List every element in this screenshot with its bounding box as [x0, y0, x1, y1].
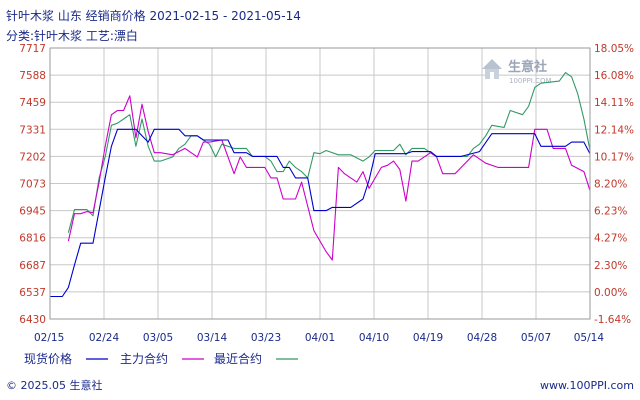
y-left-tick: 6687	[19, 260, 46, 272]
x-tick: 04/28	[467, 332, 497, 344]
watermark: 生意社 100PPI.COM	[482, 59, 552, 85]
x-tick: 03/23	[251, 332, 281, 344]
y-left-tick: 7073	[19, 179, 46, 191]
chart-title: 针叶木浆 山东 经销商价格 2021-02-15 - 2021-05-14	[6, 8, 301, 23]
x-tick: 05/14	[574, 332, 605, 344]
series-line-spot	[50, 128, 591, 298]
y-left-tick: 6537	[19, 287, 46, 299]
y-right-tick: 0.00%	[594, 287, 627, 299]
watermark-url: 100PPI.COM	[509, 77, 552, 85]
legend-label-main: 主力合约	[120, 351, 168, 366]
watermark-name: 生意社	[508, 59, 547, 75]
y-right-tick: 4.27%	[594, 233, 627, 245]
plot-frame	[49, 47, 591, 320]
x-tick: 02/15	[34, 332, 64, 344]
y-left-tick: 7588	[19, 70, 46, 82]
footer-url[interactable]: www.100PPI.com	[540, 379, 634, 392]
y-right-tick: 2.30%	[594, 260, 627, 272]
series-layer	[50, 72, 591, 298]
x-tick: 04/19	[413, 332, 443, 344]
footer-copyright: © 2025.05 生意社	[6, 378, 102, 392]
y-right-tick: 14.11%	[594, 97, 634, 109]
x-tick: 04/10	[359, 332, 389, 344]
watermark-logo-icon	[482, 59, 502, 79]
y-left-tick: 6816	[19, 233, 46, 245]
chart-subtitle: 分类:针叶木浆 工艺:漂白	[6, 28, 138, 43]
y-left-tick: 7459	[19, 97, 46, 109]
y-right-tick: 18.05%	[594, 43, 634, 55]
y-right-tick: 10.17%	[594, 151, 634, 163]
y-right-tick: 16.08%	[594, 70, 634, 82]
y-right-tick: 6.23%	[594, 206, 627, 218]
y-axis-right: 18.05% 16.08% 14.11% 12.14% 10.17% 8.20% 6.23%…	[594, 43, 634, 326]
legend: 现货价格 主力合约 最近合约	[24, 351, 298, 366]
y-right-tick: 12.14%	[594, 124, 634, 136]
y-right-tick: 8.20%	[594, 179, 627, 191]
y-left-tick: 7202	[19, 151, 46, 163]
y-left-tick: 7331	[19, 124, 46, 136]
x-tick: 05/07	[521, 332, 551, 344]
x-tick: 02/24	[89, 332, 120, 344]
legend-label-spot: 现货价格	[24, 351, 72, 366]
x-tick: 04/01	[305, 332, 335, 344]
x-tick: 03/14	[197, 332, 228, 344]
x-tick: 03/05	[143, 332, 173, 344]
x-axis: 02/15 02/24 03/05 03/14 03/23 04/01 04/10 04/19…	[34, 332, 604, 344]
y-left-tick: 7717	[19, 43, 46, 55]
series-line-main	[67, 95, 591, 261]
y-axis-left: 7717 7588 7459 7331 7202 7073 6945 6816 6687 6537…	[19, 43, 46, 326]
legend-label-near: 最近合约	[214, 351, 262, 366]
y-left-tick: 6430	[19, 314, 46, 326]
y-right-tick: -1.64%	[594, 314, 631, 326]
y-left-tick: 6945	[19, 206, 46, 218]
